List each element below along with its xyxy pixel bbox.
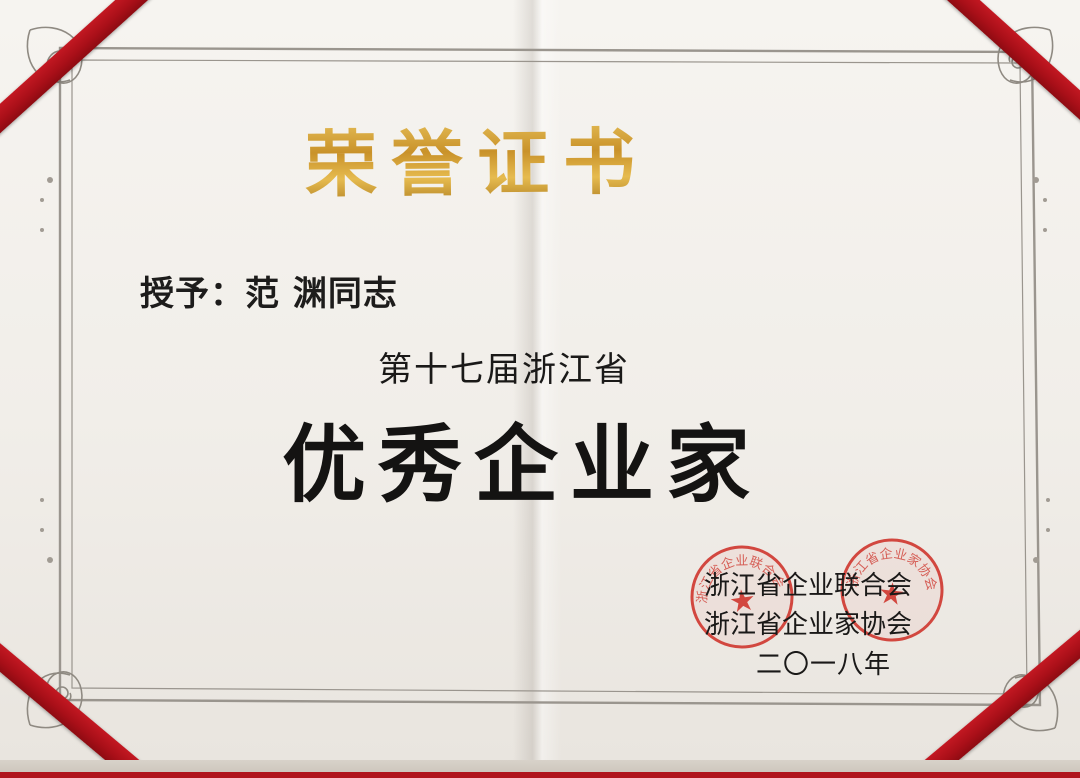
official-seal-1: 浙江省企业联合会 ★ (689, 545, 794, 649)
seal-1-star-icon: ★ (727, 582, 759, 620)
certificate-title: 荣誉证书 (305, 102, 746, 211)
issuer-1: 浙江省企业联合会 (704, 571, 913, 601)
certificate-paper (0, 0, 1080, 760)
award-name: 优秀企业家 (282, 415, 763, 514)
award-edition: 第十七届浙江省 (378, 350, 630, 390)
issue-date: 二〇一八年 (756, 650, 892, 680)
recipient-line: 授予：范 渊同志 (140, 274, 398, 314)
cover-red-strip (0, 772, 1080, 778)
official-seal-2: 浙江省企业家协会 ★ (840, 538, 944, 642)
seal-2-star-icon: ★ (876, 576, 906, 614)
issuer-2: 浙江省企业家协会 (704, 610, 913, 640)
